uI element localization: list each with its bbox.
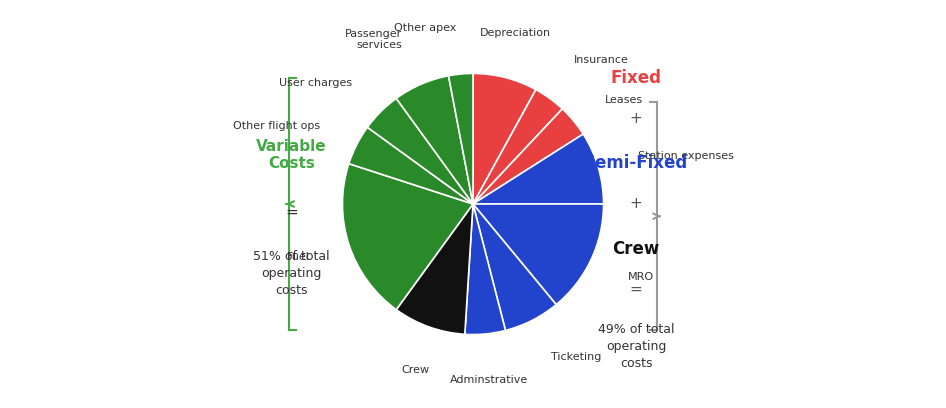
Text: Semi-Fixed: Semi-Fixed (584, 154, 689, 172)
Text: Station expenses: Station expenses (638, 151, 733, 161)
Text: Other flight ops: Other flight ops (234, 121, 321, 131)
Text: 51% of total
operating
costs: 51% of total operating costs (254, 250, 330, 297)
Wedge shape (367, 98, 473, 204)
Text: Depreciation: Depreciation (480, 28, 552, 38)
Text: Crew: Crew (613, 240, 659, 258)
Wedge shape (464, 204, 505, 335)
Text: +: + (630, 111, 642, 126)
Text: Ticketing: Ticketing (551, 352, 601, 361)
Wedge shape (448, 73, 473, 204)
Wedge shape (473, 204, 556, 330)
Wedge shape (473, 90, 562, 204)
Text: Fuel: Fuel (288, 252, 310, 262)
Wedge shape (396, 76, 473, 204)
Text: =: = (630, 282, 642, 297)
Wedge shape (473, 204, 604, 305)
Text: Crew: Crew (401, 365, 429, 375)
Wedge shape (473, 134, 604, 204)
Text: 49% of total
operating
costs: 49% of total operating costs (598, 323, 674, 370)
Text: MRO: MRO (628, 272, 655, 282)
Wedge shape (396, 204, 473, 334)
Wedge shape (473, 73, 535, 204)
Text: Adminstrative: Adminstrative (450, 375, 528, 385)
Text: Passenger
services: Passenger services (344, 29, 402, 50)
Text: Insurance: Insurance (573, 55, 628, 65)
Text: +: + (630, 197, 642, 211)
Text: Other apex: Other apex (394, 23, 457, 33)
Wedge shape (349, 127, 473, 204)
Text: Fixed: Fixed (611, 69, 661, 86)
Text: User charges: User charges (279, 78, 352, 88)
Wedge shape (473, 109, 584, 204)
Text: Leases: Leases (605, 95, 643, 105)
Wedge shape (342, 164, 473, 310)
Text: Variable
Costs: Variable Costs (256, 139, 326, 171)
Text: =: = (285, 205, 298, 220)
